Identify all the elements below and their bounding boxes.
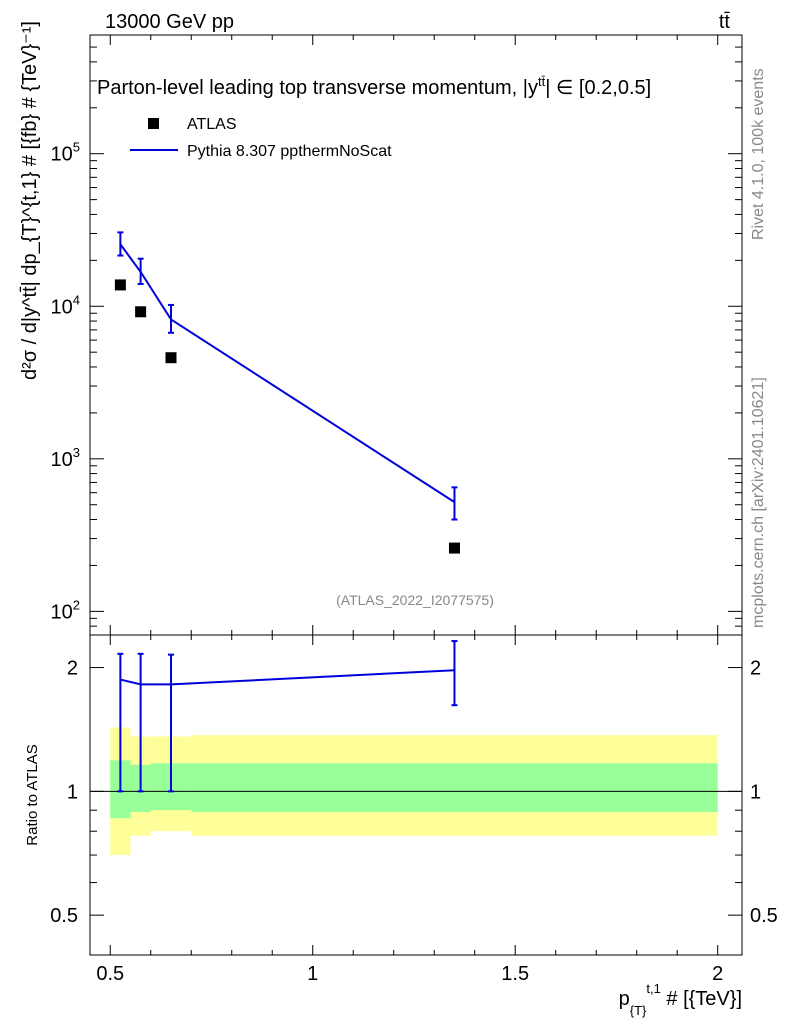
y-tick-label: 102: [51, 597, 80, 623]
x-tick-label: 1: [307, 963, 318, 985]
mcplots-label: mcplots.cern.ch [arXiv:2401.10621]: [750, 377, 767, 628]
y-tick-label-exp: 4: [73, 292, 80, 307]
y-tick-label-base: 10: [51, 296, 73, 318]
y-tick-label-base: 10: [51, 144, 73, 166]
ratio-tick-label-left: 1: [67, 781, 78, 803]
y-tick-label-base: 10: [51, 601, 73, 623]
process-label: tt̄: [719, 11, 731, 33]
y-tick-label: 104: [51, 292, 80, 318]
atlas-data-point: [165, 352, 177, 364]
rivet-label: Rivet 4.1.0, 100k events: [750, 68, 767, 240]
ratio-tick-label-right: 0.5: [750, 905, 778, 927]
x-axis-label-sub: {T}: [630, 1003, 647, 1018]
x-axis-label-main: p: [619, 988, 630, 1010]
ratio-tick-label-left: 2: [67, 658, 78, 680]
y-tick-label-base: 10: [51, 449, 73, 471]
analysis-watermark: (ATLAS_2022_I2077575): [336, 592, 494, 608]
x-axis-label-tail: # [{TeV}]: [661, 988, 742, 1010]
main-series-layer: [114, 231, 460, 554]
atlas-data-point: [114, 279, 126, 291]
legend-atlas-label: ATLAS: [187, 116, 237, 133]
legend-pythia-label: Pythia 8.307 ppthermNoScat: [187, 143, 392, 160]
ratio-tick-label-left: 0.5: [50, 905, 78, 927]
plot-title: Parton-level leading top transverse mome…: [97, 74, 651, 99]
ratio-series-layer: [117, 640, 458, 793]
y-tick-label: 105: [51, 140, 80, 166]
y-tick-label: 103: [51, 445, 80, 471]
ratio-y-axis-label: Ratio to ATLAS: [24, 744, 41, 845]
y-tick-label-exp: 2: [73, 597, 80, 612]
plot-title-tail: | ∈ [0.2,0.5]: [545, 77, 651, 99]
plot-title-sup: tt̄: [538, 74, 546, 89]
x-tick-label: 0.5: [96, 963, 124, 985]
legend-atlas-marker: [148, 118, 159, 129]
energy-label: 13000 GeV pp: [105, 11, 234, 33]
x-tick-label: 2: [712, 963, 723, 985]
y-axis-label: d²σ / d|y^tt̄| dp_{T}^{t,1} # [{fb} # {T…: [19, 21, 41, 380]
ratio-line: [120, 669, 455, 686]
y-tick-label-exp: 5: [73, 140, 80, 155]
ratio-band-green-3: [191, 763, 718, 813]
atlas-data-point: [135, 306, 147, 318]
ratio-tick-label-right: 2: [750, 658, 761, 680]
plot-title-main: Parton-level leading top transverse mome…: [97, 77, 538, 99]
atlas-data-point: [448, 542, 460, 554]
x-axis-label: p{T} t,1 # [{TeV}]: [619, 981, 742, 1018]
pythia-line: [119, 243, 456, 503]
y-tick-label-exp: 3: [73, 445, 80, 460]
ratio-panel-frame: [89, 634, 743, 956]
x-tick-label: 1.5: [501, 963, 529, 985]
x-axis-label-sup: t,1: [646, 981, 660, 996]
ratio-tick-label-right: 1: [750, 781, 761, 803]
